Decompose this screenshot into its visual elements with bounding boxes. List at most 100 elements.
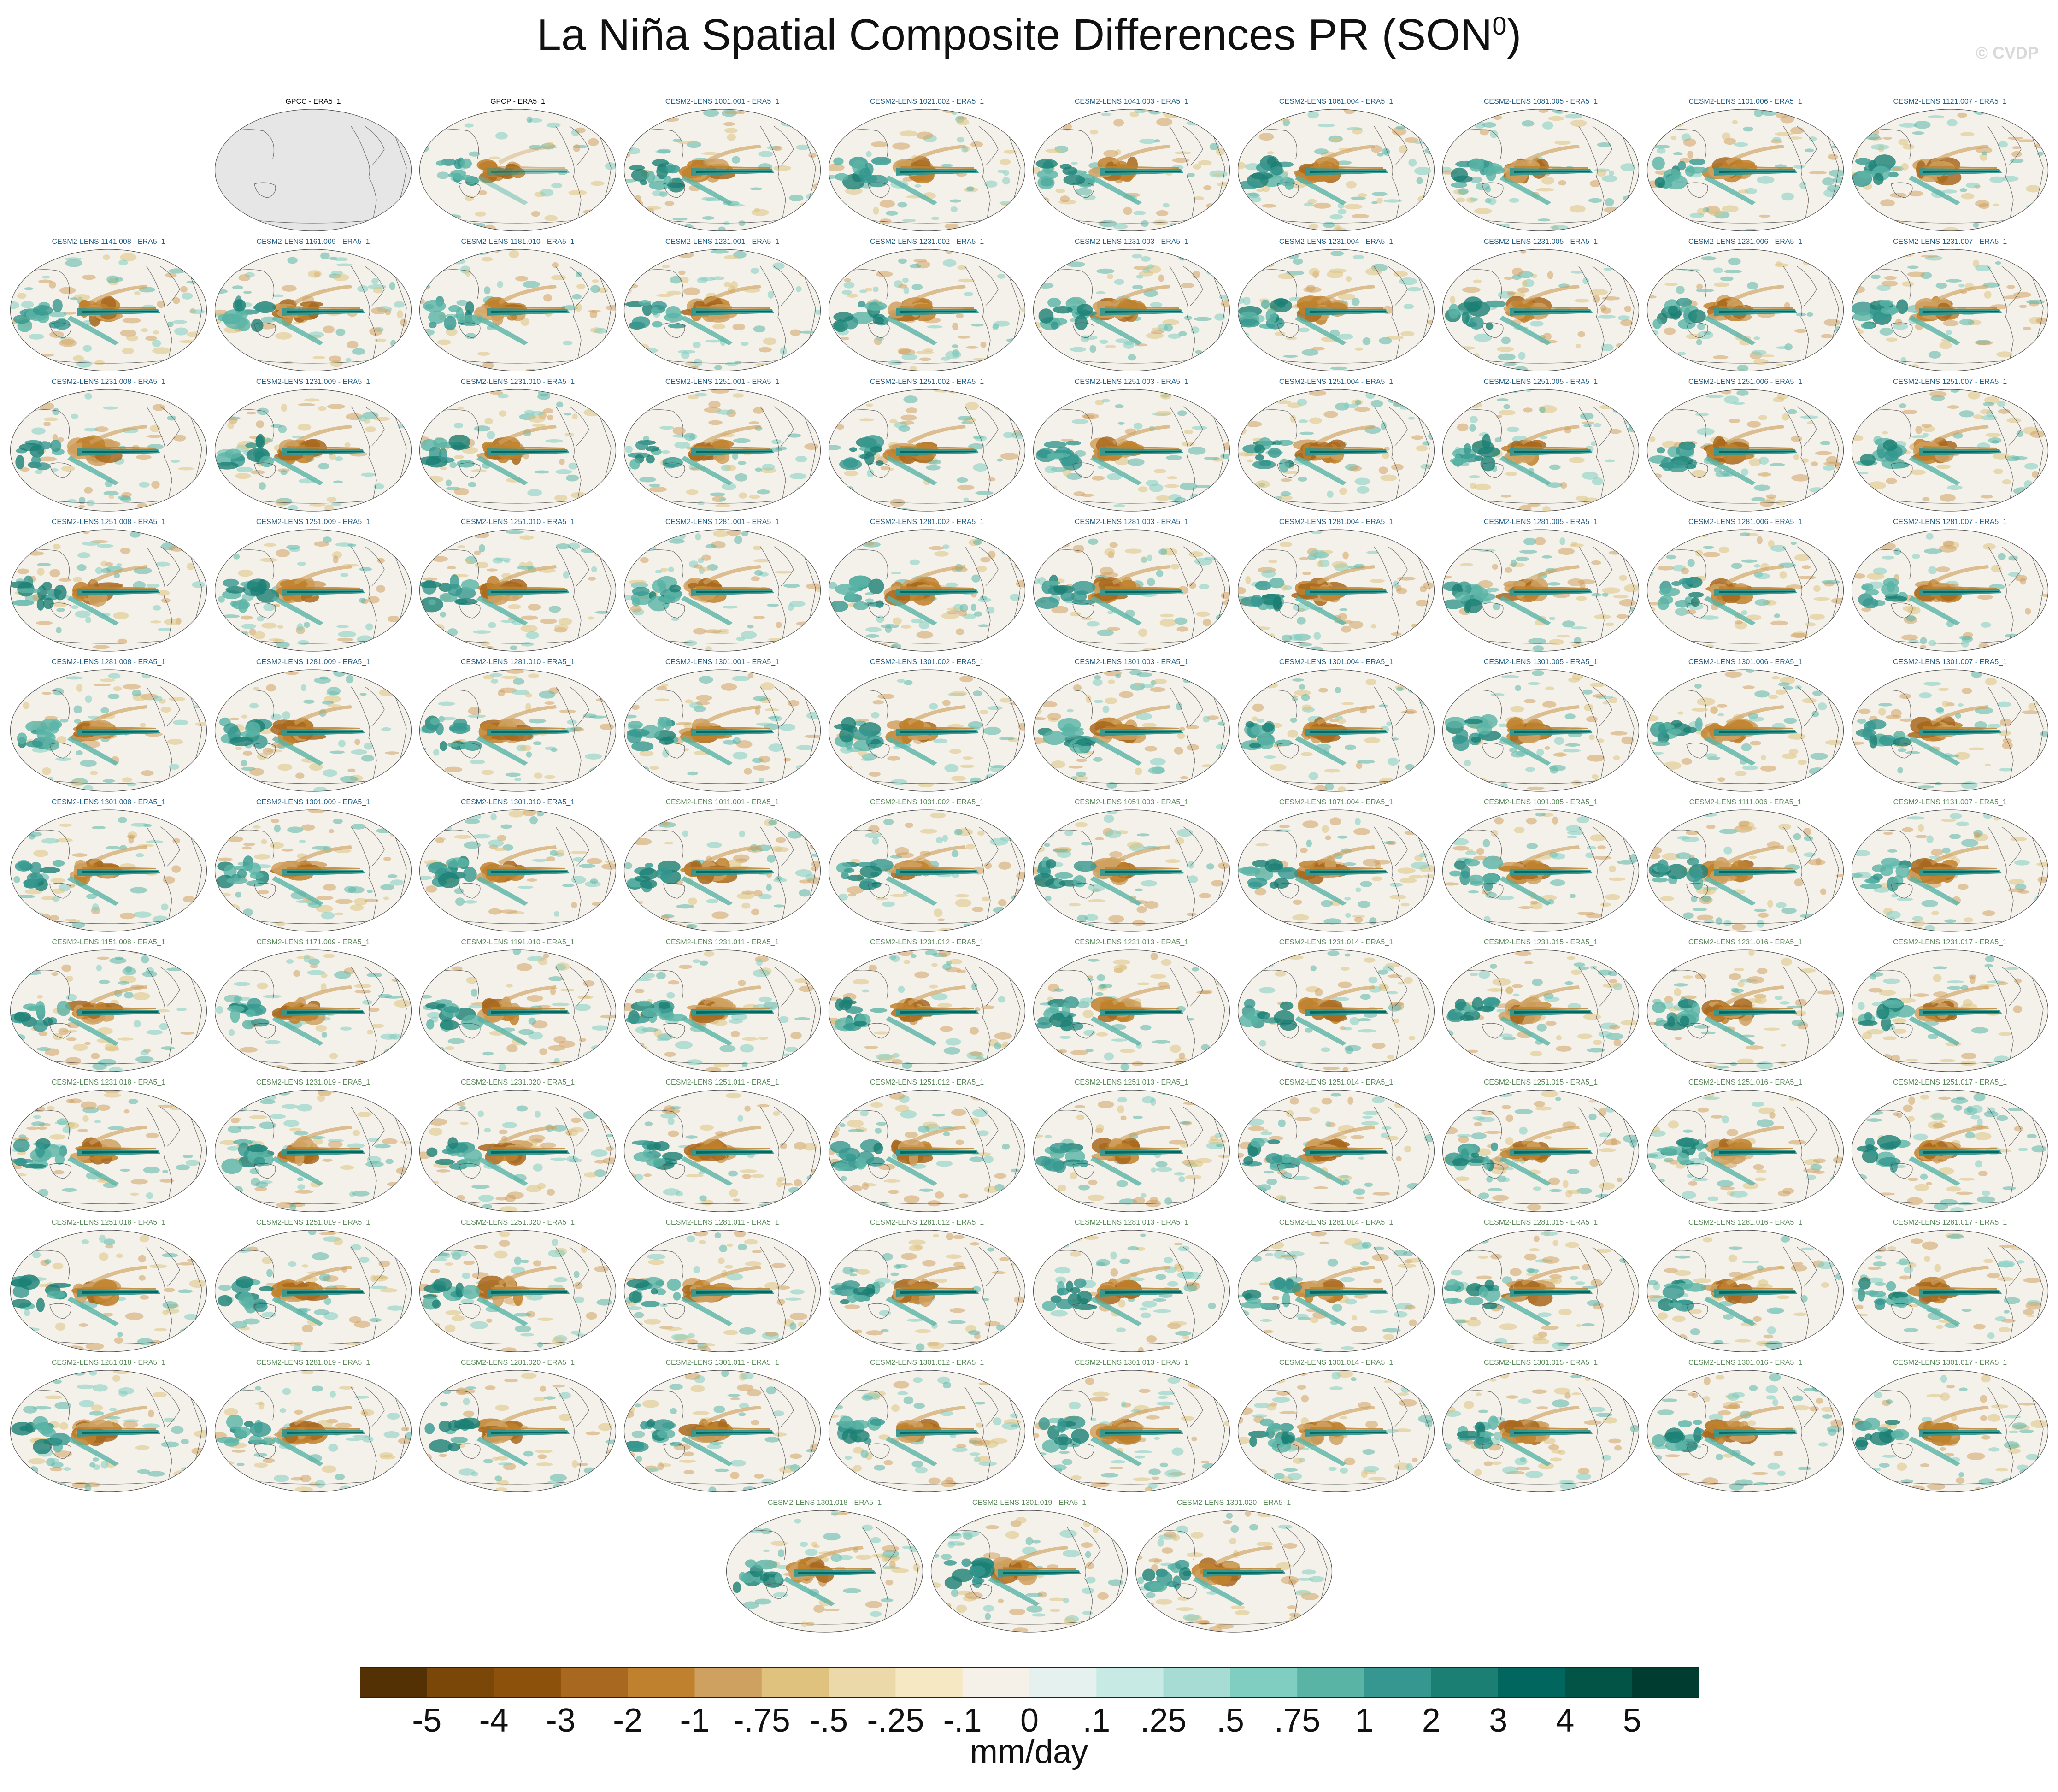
panel-title: CESM2-LENS 1251.008 - ERA5_1 <box>51 518 166 526</box>
panel-title: CESM2-LENS 1251.018 - ERA5_1 <box>51 1219 166 1226</box>
panel-title: CESM2-LENS 1301.003 - ERA5_1 <box>1074 658 1189 666</box>
map-panel: CESM2-LENS 1101.006 - ERA5_1 <box>1645 97 1846 235</box>
panel-title: CESM2-LENS 1251.007 - ERA5_1 <box>1893 378 2007 386</box>
map-panel: CESM2-LENS 1301.017 - ERA5_1 <box>1850 1358 2050 1496</box>
robinson-map <box>1237 109 1435 231</box>
robinson-map <box>1851 1370 2049 1492</box>
colorbar-swatch <box>1029 1667 1097 1698</box>
map-panel: CESM2-LENS 1231.014 - ERA5_1 <box>1236 937 1436 1076</box>
colorbar-swatch <box>895 1667 963 1698</box>
panel-title: CESM2-LENS 1281.004 - ERA5_1 <box>1279 518 1394 526</box>
map-panel: CESM2-LENS 1251.012 - ERA5_1 <box>827 1078 1027 1216</box>
robinson-map <box>1646 249 1844 371</box>
panel-title: CESM2-LENS 1131.007 - ERA5_1 <box>1893 798 2007 806</box>
panel-title: CESM2-LENS 1301.011 - ERA5_1 <box>665 1359 779 1367</box>
panel-title: CESM2-LENS 1181.010 - ERA5_1 <box>461 238 575 246</box>
robinson-map <box>1851 389 2049 512</box>
robinson-map <box>1442 1090 1640 1212</box>
colorbar-tick-label: .5 <box>1216 1702 1244 1739</box>
map-panel: CESM2-LENS 1301.003 - ERA5_1 <box>1031 657 1232 796</box>
colorbar-swatch <box>1632 1667 1699 1698</box>
map-panel: CESM2-LENS 1231.017 - ERA5_1 <box>1850 937 2050 1076</box>
panel-title: CESM2-LENS 1251.003 - ERA5_1 <box>1074 378 1189 386</box>
robinson-map <box>828 109 1026 231</box>
robinson-map <box>623 109 821 231</box>
colorbar-tick-label: -.75 <box>733 1702 790 1739</box>
robinson-map <box>623 949 821 1072</box>
panel-title: CESM2-LENS 1231.002 - ERA5_1 <box>870 238 984 246</box>
map-panel: CESM2-LENS 1231.012 - ERA5_1 <box>827 937 1027 1076</box>
robinson-map <box>214 1370 412 1492</box>
map-panel: CESM2-LENS 1281.002 - ERA5_1 <box>827 517 1027 655</box>
panel-title: CESM2-LENS 1281.007 - ERA5_1 <box>1893 518 2007 526</box>
panel-title: CESM2-LENS 1231.013 - ERA5_1 <box>1074 938 1189 946</box>
robinson-map <box>1033 249 1230 371</box>
robinson-map <box>1851 109 2049 231</box>
robinson-map <box>1646 949 1844 1072</box>
map-panel: CESM2-LENS 1061.004 - ERA5_1 <box>1236 97 1436 235</box>
colorbar-tick-label: 2 <box>1422 1702 1441 1739</box>
robinson-map <box>1646 1230 1844 1352</box>
map-panel: CESM2-LENS 1281.007 - ERA5_1 <box>1850 517 2050 655</box>
panel-title: CESM2-LENS 1301.019 - ERA5_1 <box>972 1499 1087 1507</box>
map-panel: CESM2-LENS 1301.018 - ERA5_1 <box>724 1498 925 1636</box>
robinson-map <box>828 949 1026 1072</box>
colorbar-tick-label: .1 <box>1082 1702 1111 1739</box>
panel-title: CESM2-LENS 1231.017 - ERA5_1 <box>1893 938 2007 946</box>
robinson-map <box>726 1510 923 1633</box>
map-panel: CESM2-LENS 1141.008 - ERA5_1 <box>8 237 209 375</box>
robinson-map <box>1033 1230 1230 1352</box>
panel-title: CESM2-LENS 1071.004 - ERA5_1 <box>1279 798 1394 806</box>
panel-title: CESM2-LENS 1251.005 - ERA5_1 <box>1483 378 1598 386</box>
colorbar-swatch <box>829 1667 896 1698</box>
panel-title: CESM2-LENS 1251.015 - ERA5_1 <box>1483 1079 1598 1086</box>
colorbar-swatch <box>1498 1667 1565 1698</box>
robinson-map <box>828 1230 1026 1352</box>
panel-title: CESM2-LENS 1231.020 - ERA5_1 <box>460 1079 575 1086</box>
map-panel: CESM2-LENS 1251.014 - ERA5_1 <box>1236 1078 1436 1216</box>
map-panel: CESM2-LENS 1281.004 - ERA5_1 <box>1236 517 1436 655</box>
panel-title: CESM2-LENS 1231.019 - ERA5_1 <box>256 1079 370 1086</box>
panel-title: CESM2-LENS 1281.014 - ERA5_1 <box>1279 1219 1394 1226</box>
map-panel: CESM2-LENS 1251.016 - ERA5_1 <box>1645 1078 1846 1216</box>
robinson-map <box>1033 389 1230 512</box>
robinson-map <box>1646 1370 1844 1492</box>
map-panel: CESM2-LENS 1251.011 - ERA5_1 <box>622 1078 823 1216</box>
colorbar-swatch <box>962 1667 1030 1698</box>
colorbar-tick-label: .25 <box>1140 1702 1187 1739</box>
figure-title-superscript: 0 <box>1492 11 1507 40</box>
robinson-map <box>1033 529 1230 652</box>
robinson-map <box>214 389 412 512</box>
robinson-map <box>1033 109 1230 231</box>
panel-title: CESM2-LENS 1281.015 - ERA5_1 <box>1483 1219 1598 1226</box>
robinson-map <box>214 949 412 1072</box>
colorbar-tick-label: -1 <box>680 1702 710 1739</box>
panel-title: CESM2-LENS 1101.006 - ERA5_1 <box>1688 98 1802 106</box>
map-panel: CESM2-LENS 1301.002 - ERA5_1 <box>827 657 1027 796</box>
colorbar-tick-label: -.5 <box>809 1702 848 1739</box>
robinson-map <box>10 389 207 512</box>
map-panel: CESM2-LENS 1031.002 - ERA5_1 <box>827 797 1027 936</box>
panel-title: CESM2-LENS 1281.003 - ERA5_1 <box>1074 518 1189 526</box>
panel-title: CESM2-LENS 1281.017 - ERA5_1 <box>1893 1219 2007 1226</box>
robinson-map <box>1237 809 1435 932</box>
panel-title: CESM2-LENS 1251.019 - ERA5_1 <box>256 1219 370 1226</box>
panel-title: CESM2-LENS 1231.009 - ERA5_1 <box>256 378 370 386</box>
robinson-map <box>419 109 617 231</box>
robinson-map <box>10 529 207 652</box>
map-panel: CESM2-LENS 1081.005 - ERA5_1 <box>1441 97 1641 235</box>
map-panel: CESM2-LENS 1011.001 - ERA5_1 <box>622 797 823 936</box>
map-panel: CESM2-LENS 1251.002 - ERA5_1 <box>827 377 1027 515</box>
panel-title: CESM2-LENS 1251.009 - ERA5_1 <box>256 518 370 526</box>
panel-title: CESM2-LENS 1001.001 - ERA5_1 <box>665 98 780 106</box>
robinson-map <box>1442 1230 1640 1352</box>
map-panel: CESM2-LENS 1251.003 - ERA5_1 <box>1031 377 1232 515</box>
map-panel: CESM2-LENS 1231.015 - ERA5_1 <box>1441 937 1641 1076</box>
panel-title: CESM2-LENS 1231.005 - ERA5_1 <box>1483 238 1598 246</box>
robinson-map <box>1033 1090 1230 1212</box>
panel-title: CESM2-LENS 1231.001 - ERA5_1 <box>665 238 780 246</box>
panel-title: CESM2-LENS 1251.010 - ERA5_1 <box>460 518 575 526</box>
map-panel: CESM2-LENS 1251.008 - ERA5_1 <box>8 517 209 655</box>
panel-title: CESM2-LENS 1231.012 - ERA5_1 <box>870 938 984 946</box>
